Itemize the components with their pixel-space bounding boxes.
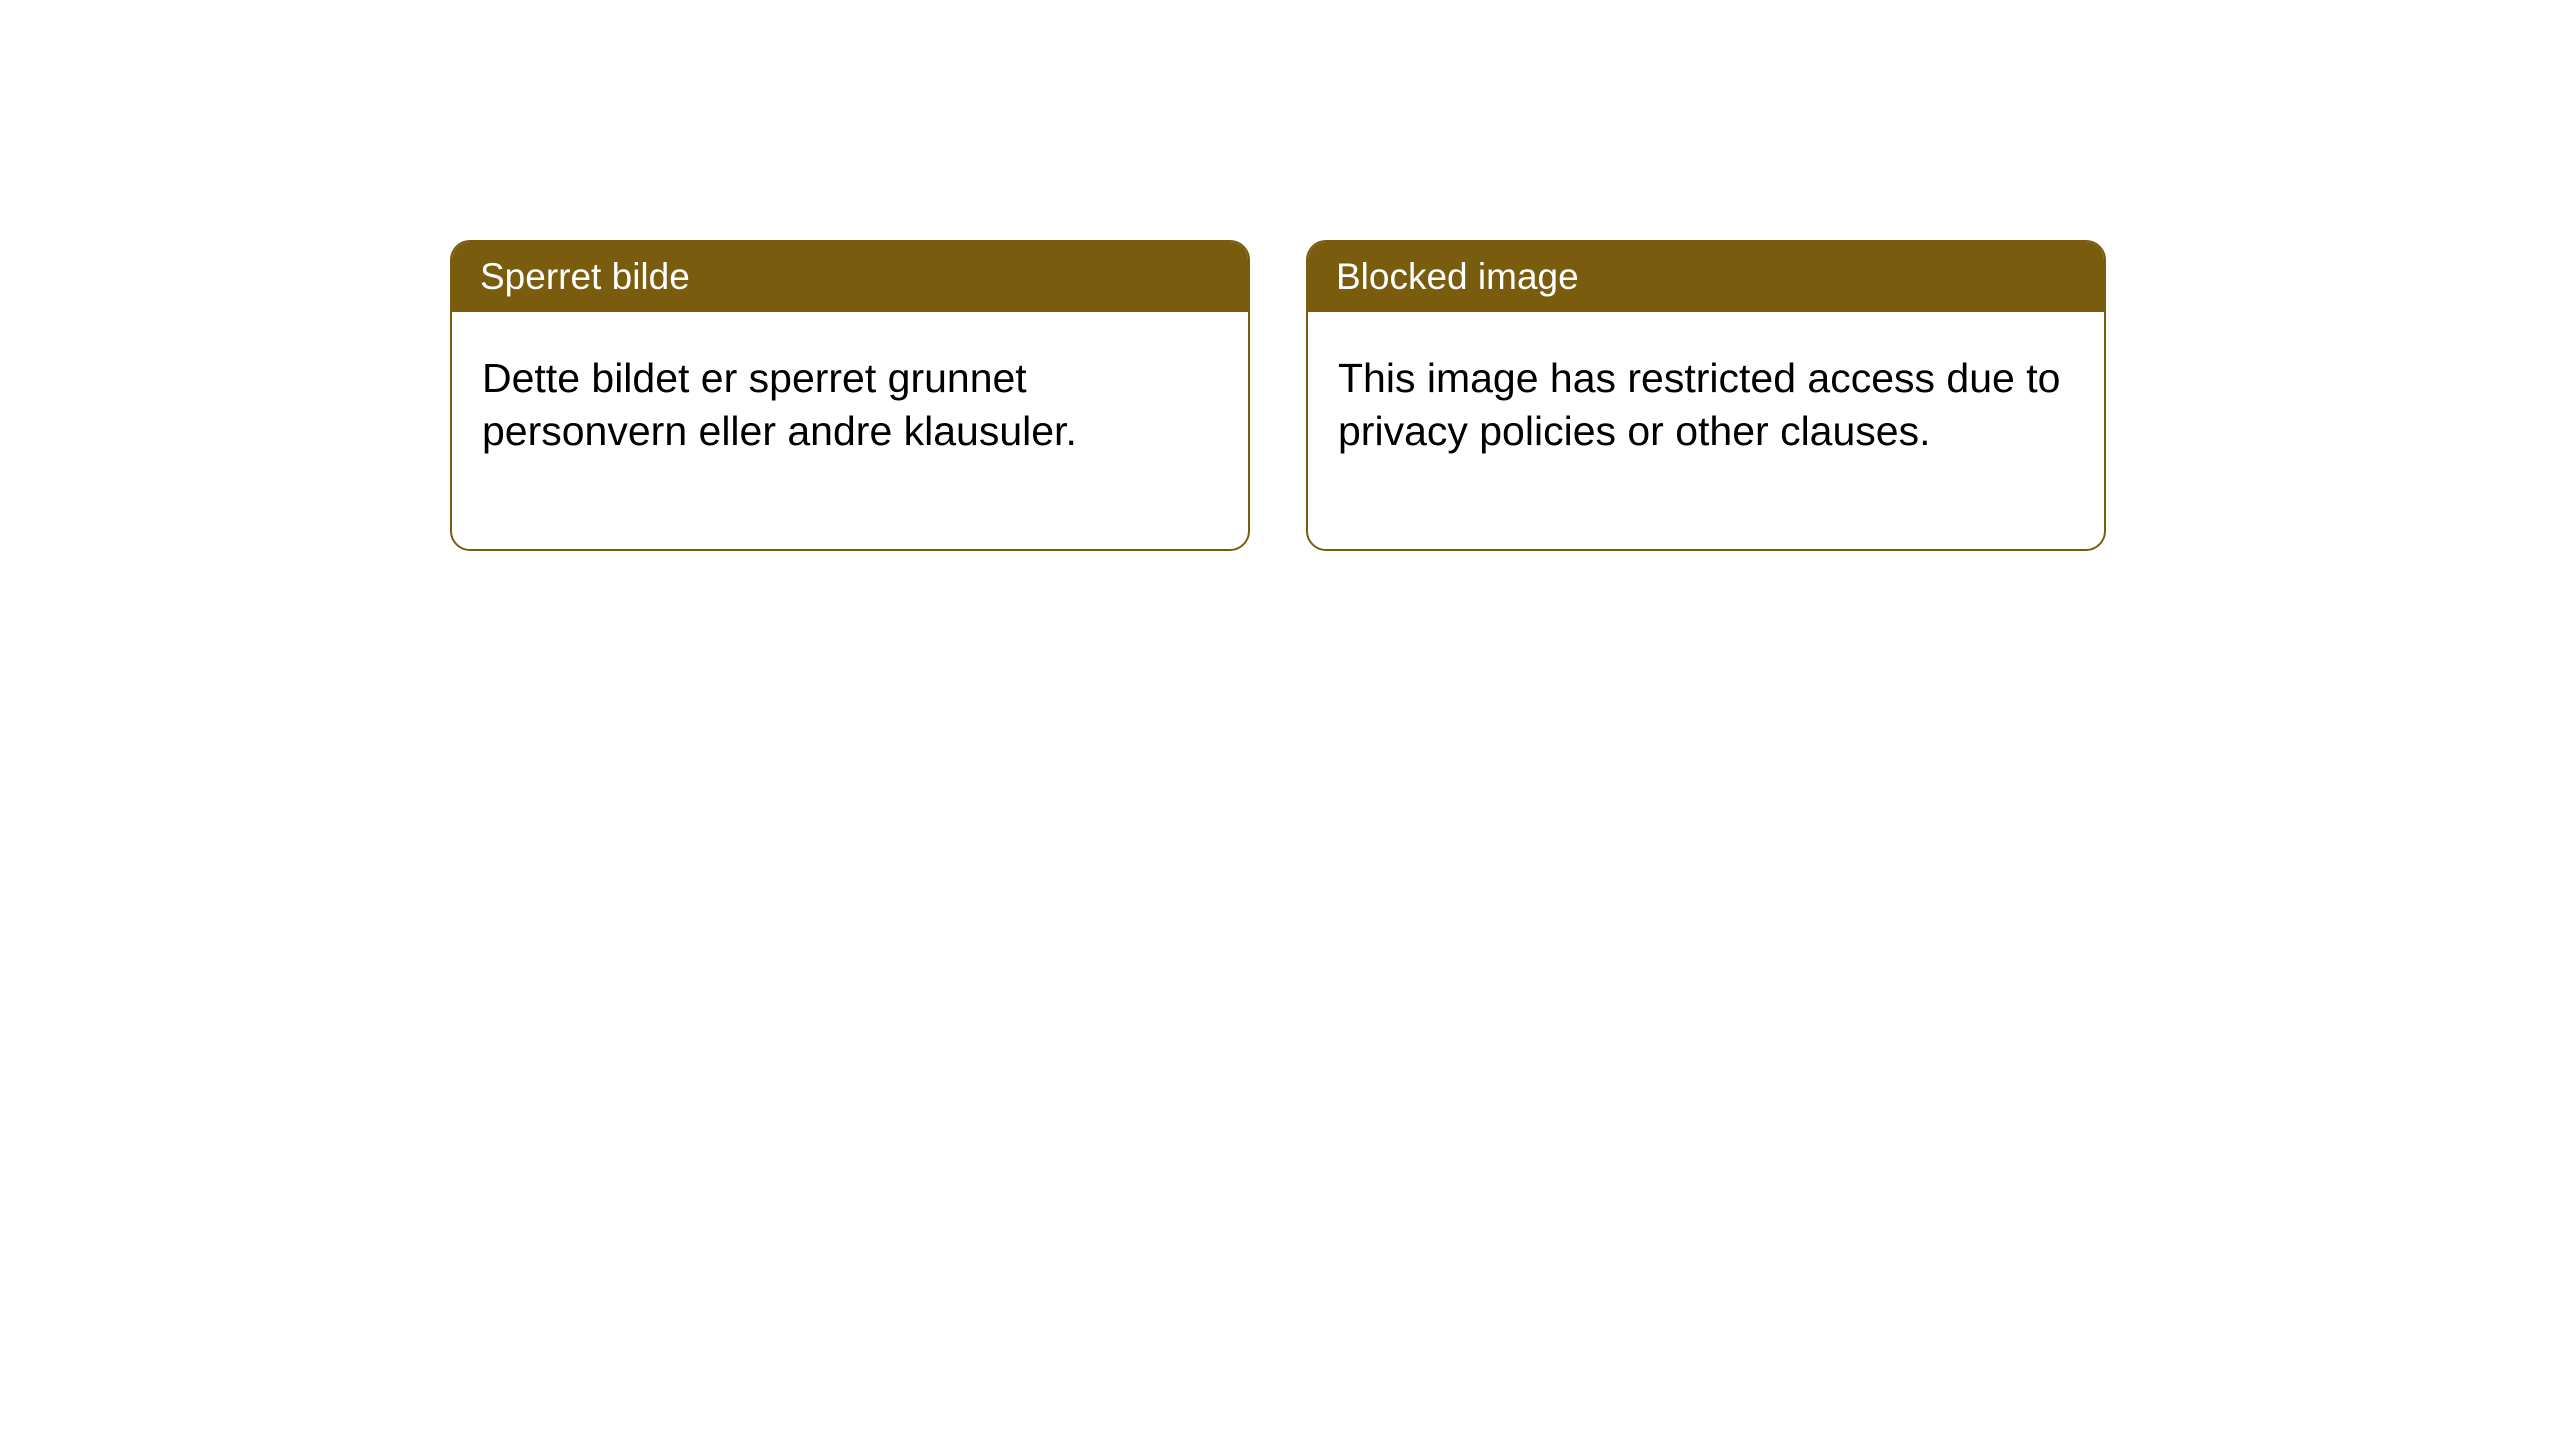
- card-body-text: Dette bildet er sperret grunnet personve…: [482, 355, 1077, 454]
- card-title: Sperret bilde: [480, 256, 690, 297]
- notice-card-norwegian: Sperret bilde Dette bildet er sperret gr…: [450, 240, 1250, 551]
- card-body: Dette bildet er sperret grunnet personve…: [452, 312, 1248, 549]
- card-header: Sperret bilde: [452, 242, 1248, 312]
- card-body-text: This image has restricted access due to …: [1338, 355, 2060, 454]
- card-header: Blocked image: [1308, 242, 2104, 312]
- notice-cards-container: Sperret bilde Dette bildet er sperret gr…: [0, 0, 2560, 551]
- card-title: Blocked image: [1336, 256, 1579, 297]
- notice-card-english: Blocked image This image has restricted …: [1306, 240, 2106, 551]
- card-body: This image has restricted access due to …: [1308, 312, 2104, 549]
